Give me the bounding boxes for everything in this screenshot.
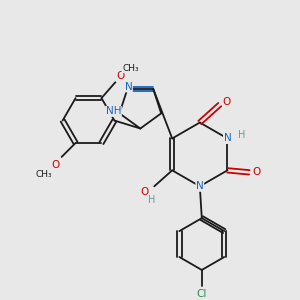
Text: N: N	[196, 181, 204, 191]
Text: O: O	[116, 71, 124, 81]
Text: NH: NH	[106, 106, 121, 116]
Text: CH₃: CH₃	[122, 64, 139, 73]
Text: O: O	[223, 97, 231, 106]
Text: O: O	[140, 187, 148, 197]
Text: H: H	[238, 130, 245, 140]
Text: N: N	[224, 134, 231, 143]
Text: CH₃: CH₃	[35, 170, 52, 179]
Text: O: O	[52, 160, 60, 170]
Text: H: H	[148, 195, 155, 205]
Text: N: N	[124, 82, 132, 92]
Text: O: O	[252, 167, 260, 177]
Text: Cl: Cl	[196, 289, 207, 299]
